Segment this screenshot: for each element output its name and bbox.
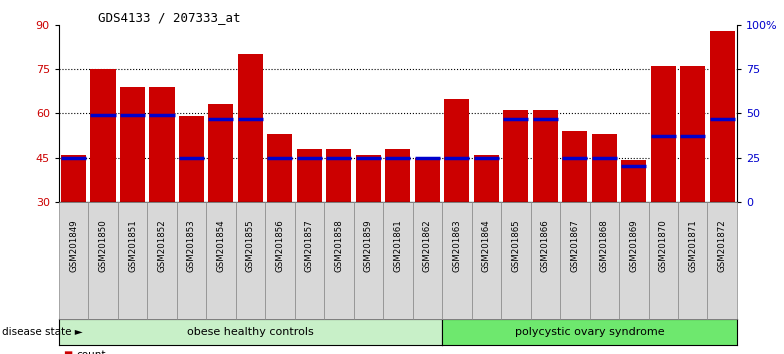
Text: GSM201850: GSM201850 xyxy=(99,219,107,272)
Text: GSM201864: GSM201864 xyxy=(482,219,491,272)
Text: GSM201853: GSM201853 xyxy=(187,219,196,272)
Bar xyxy=(356,155,381,202)
Text: GSM201862: GSM201862 xyxy=(423,219,432,272)
Bar xyxy=(651,66,676,202)
Bar xyxy=(150,87,175,202)
Bar xyxy=(415,158,440,202)
Text: obese healthy controls: obese healthy controls xyxy=(187,327,314,337)
Text: ■: ■ xyxy=(63,350,72,354)
Text: GDS4133 / 207333_at: GDS4133 / 207333_at xyxy=(98,11,241,24)
Text: GSM201871: GSM201871 xyxy=(688,219,697,272)
Bar xyxy=(238,54,263,202)
Bar xyxy=(179,116,204,202)
Text: GSM201855: GSM201855 xyxy=(246,219,255,272)
Bar xyxy=(562,131,587,202)
Text: GSM201859: GSM201859 xyxy=(364,219,373,272)
Bar xyxy=(533,110,558,202)
Bar xyxy=(710,31,735,202)
Text: GSM201856: GSM201856 xyxy=(275,219,285,272)
Bar xyxy=(445,98,470,202)
Text: GSM201852: GSM201852 xyxy=(158,219,166,272)
Text: GSM201870: GSM201870 xyxy=(659,219,668,272)
Text: GSM201868: GSM201868 xyxy=(600,219,609,272)
Text: count: count xyxy=(77,350,107,354)
Bar xyxy=(90,69,115,202)
Text: disease state ►: disease state ► xyxy=(2,327,82,337)
Bar xyxy=(209,104,234,202)
Text: GSM201872: GSM201872 xyxy=(717,219,727,272)
Bar xyxy=(386,149,410,202)
Text: GSM201863: GSM201863 xyxy=(452,219,461,272)
Text: GSM201851: GSM201851 xyxy=(128,219,137,272)
Text: polycystic ovary syndrome: polycystic ovary syndrome xyxy=(515,327,664,337)
Bar xyxy=(326,149,351,202)
Bar xyxy=(474,155,499,202)
Bar xyxy=(61,155,86,202)
Bar xyxy=(267,134,292,202)
Bar xyxy=(297,149,322,202)
Bar xyxy=(621,160,646,202)
Text: GSM201857: GSM201857 xyxy=(305,219,314,272)
Text: GSM201866: GSM201866 xyxy=(541,219,550,272)
Bar xyxy=(120,87,145,202)
Bar xyxy=(592,134,617,202)
Text: GSM201861: GSM201861 xyxy=(394,219,402,272)
Text: GSM201865: GSM201865 xyxy=(511,219,521,272)
Bar xyxy=(503,110,528,202)
Text: GSM201867: GSM201867 xyxy=(570,219,579,272)
Text: GSM201858: GSM201858 xyxy=(335,219,343,272)
Text: GSM201869: GSM201869 xyxy=(630,219,638,272)
Text: GSM201854: GSM201854 xyxy=(216,219,226,272)
Bar xyxy=(681,66,706,202)
Text: GSM201849: GSM201849 xyxy=(69,219,78,272)
